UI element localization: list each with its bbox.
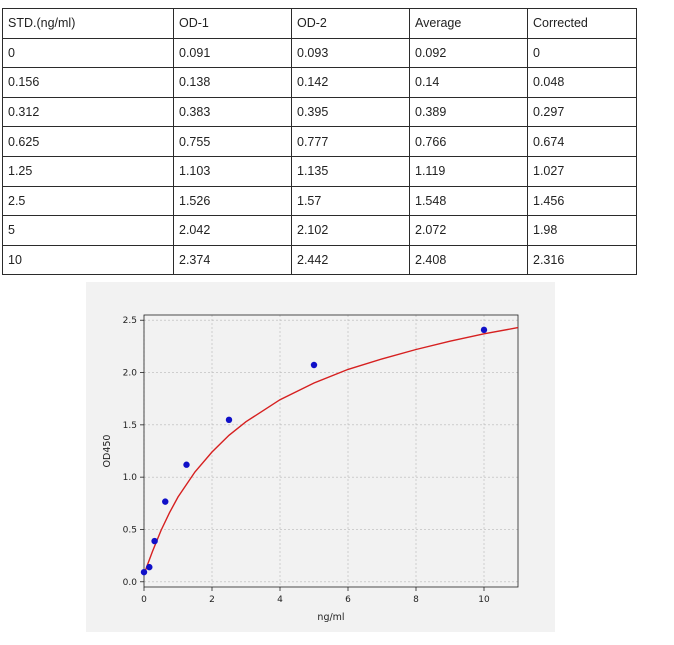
header-std: STD.(ng/ml): [2, 8, 174, 39]
header-average: Average: [409, 8, 528, 39]
y-tick-label: 0.0: [123, 578, 138, 588]
table-cell: 0.674: [527, 126, 637, 157]
table-cell: 0.297: [527, 96, 637, 128]
table-cell: 2.072: [409, 215, 528, 246]
data-point: [310, 361, 318, 369]
data-point: [162, 498, 169, 505]
x-tick-label: 0: [141, 595, 147, 605]
table-cell: 0: [2, 37, 174, 69]
table-cell: 0.312: [2, 96, 174, 128]
table-cell: 2.374: [173, 244, 292, 276]
data-point: [225, 416, 233, 424]
table-cell: 1.548: [409, 185, 528, 217]
table-cell: 1.456: [527, 185, 637, 217]
x-tick-label: 2: [209, 595, 215, 605]
x-tick-label: 4: [277, 595, 283, 605]
table-cell: 0.625: [2, 126, 174, 157]
data-point: [151, 537, 158, 545]
table-cell: 1.57: [291, 185, 410, 217]
table-cell: 0.142: [291, 67, 410, 98]
table-cell: 1.135: [291, 155, 410, 187]
y-tick-label: 0.5: [123, 525, 137, 535]
standard-curve-chart: 0 2 4 6 8 10 0.0 0.5 1.0 1.5 2.0 2.5 ng/ml OD450: [86, 282, 555, 632]
x-tick-label: 8: [413, 595, 419, 605]
point-layer: [140, 326, 488, 576]
table-cell: 1.25: [2, 155, 174, 187]
y-tick-label: 2.5: [123, 316, 137, 326]
table-cell: 0.156: [2, 67, 174, 98]
curve-layer: [143, 326, 519, 575]
table-cell: 2.042: [173, 215, 292, 246]
y-axis-label: OD450: [102, 435, 113, 468]
axis-layer: 0 2 4 6 8 10 0.0 0.5 1.0 1.5 2.0 2.5: [123, 316, 490, 605]
table-cell: 0.091: [173, 37, 292, 69]
chart-svg: 0 2 4 6 8 10 0.0 0.5 1.0 1.5 2.0 2.5 ng/ml OD450: [102, 314, 519, 623]
table-row: 5 2.042 2.102 2.072 1.98: [2, 215, 637, 246]
data-point: [183, 461, 190, 468]
table-cell: 0.048: [527, 67, 637, 98]
table-cell: 1.119: [409, 155, 528, 187]
table-cell: 0.755: [173, 126, 292, 157]
header-od2: OD-2: [291, 8, 410, 39]
table-cell: 0.395: [291, 96, 410, 128]
table-cell: 0.138: [173, 67, 292, 98]
data-point: [480, 326, 488, 334]
table-cell: 1.526: [173, 185, 292, 217]
table-cell: 10: [2, 244, 174, 276]
table-row: 10 2.374 2.442 2.408 2.316: [2, 244, 637, 276]
x-tick-label: 10: [478, 595, 490, 605]
table-row: 1.25 1.103 1.135 1.119 1.027: [2, 155, 637, 187]
table-cell: 2.102: [291, 215, 410, 246]
fitted-curve-line: [143, 326, 519, 575]
table-cell: 0.389: [409, 96, 528, 128]
table-cell: 0.093: [291, 37, 410, 69]
table-cell: 0.14: [409, 67, 528, 98]
header-corrected: Corrected: [527, 8, 637, 39]
y-tick-label: 1.5: [123, 421, 137, 431]
table-row: 0.625 0.755 0.777 0.766 0.674: [2, 126, 637, 157]
table-cell: 0.777: [291, 126, 410, 157]
table-cell: 2.5: [2, 185, 174, 217]
table-header-row: STD.(ng/ml) OD-1 OD-2 Average Corrected: [2, 8, 637, 39]
header-od1: OD-1: [173, 8, 292, 39]
table-cell: 1.103: [173, 155, 292, 187]
table-cell: 2.408: [409, 244, 528, 276]
grid-layer: [143, 315, 518, 587]
table-cell: 5: [2, 215, 174, 246]
table-cell: 1.98: [527, 215, 637, 246]
table-cell: 0.766: [409, 126, 528, 157]
data-point: [146, 563, 153, 571]
table-row: 0.312 0.383 0.395 0.389 0.297: [2, 96, 637, 128]
table-row: 2.5 1.526 1.57 1.548 1.456: [2, 185, 637, 217]
x-tick-label: 6: [345, 595, 351, 605]
table-cell: 0.092: [409, 37, 528, 69]
table-cell: 1.027: [527, 155, 637, 187]
table-cell: 2.316: [527, 244, 637, 276]
data-point: [140, 568, 148, 576]
table-cell: 0.383: [173, 96, 292, 128]
table-row: 0.156 0.138 0.142 0.14 0.048: [2, 67, 637, 98]
y-tick-label: 2.0: [123, 369, 138, 379]
y-tick-label: 1.0: [123, 473, 138, 483]
standard-curve-table: STD.(ng/ml) OD-1 OD-2 Average Corrected …: [2, 8, 637, 276]
x-axis-label: ng/ml: [317, 612, 344, 623]
table-row: 0 0.091 0.093 0.092 0: [2, 37, 637, 69]
plot-frame: [143, 314, 519, 588]
table-cell: 2.442: [291, 244, 410, 276]
table-cell: 0: [527, 37, 637, 69]
